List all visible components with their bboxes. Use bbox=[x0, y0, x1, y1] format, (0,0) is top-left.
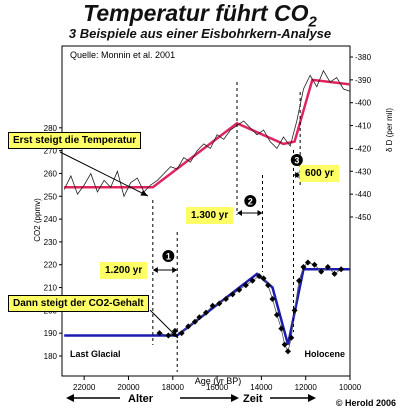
footer-label-zeit: Zeit bbox=[243, 393, 263, 405]
co2-data-point bbox=[311, 261, 318, 268]
co2-data-point bbox=[216, 300, 223, 307]
y-left-tick-label: 220 bbox=[44, 261, 58, 270]
period-label-last-glacial: Last Glacial bbox=[70, 349, 121, 359]
y-left-tick-label: 230 bbox=[44, 238, 58, 247]
x-tick-label: 10000 bbox=[339, 383, 362, 392]
y-left-tick-label: 210 bbox=[44, 284, 58, 293]
lag-arrow-3-head bbox=[295, 172, 301, 178]
co2-data-point bbox=[156, 330, 163, 337]
co2-data-point bbox=[300, 264, 307, 271]
lag-label-3: 600 yr bbox=[300, 165, 339, 182]
co2-data-point bbox=[296, 277, 303, 284]
x-tick-label: 22000 bbox=[73, 383, 96, 392]
callout-co2-follows: Dann steigt der CO2-Gehalt bbox=[8, 295, 149, 312]
lag-marker-number: 2 bbox=[248, 197, 253, 207]
co2-data-point bbox=[196, 314, 203, 321]
co2-data-point bbox=[265, 282, 272, 289]
period-label-holocene: Holocene bbox=[304, 349, 345, 359]
y-right-tick-label: -420 bbox=[355, 144, 372, 153]
y-left-tick-label: 260 bbox=[44, 169, 58, 178]
x-tick-label: 18000 bbox=[162, 383, 185, 392]
footer-label-alter: Alter bbox=[128, 393, 154, 405]
co2-data-point bbox=[269, 295, 276, 302]
y-right-tick-label: -380 bbox=[355, 53, 372, 62]
co2-data-point bbox=[260, 275, 267, 282]
co2-data-point bbox=[338, 266, 345, 273]
co2-data-point bbox=[318, 268, 325, 275]
footer-credit: © Herold 2006 bbox=[336, 398, 396, 408]
chart-subtitle: 3 Beispiele aus einer Eisbohrkern-Analys… bbox=[68, 26, 332, 41]
x-tick-label: 12000 bbox=[295, 383, 318, 392]
y-left-tick-label: 250 bbox=[44, 192, 58, 201]
lag-arrow-2-head bbox=[237, 210, 243, 216]
deuterium-trend-line bbox=[64, 78, 351, 189]
x-axis-label: Age (yr BP) bbox=[195, 376, 242, 386]
co2-data-point bbox=[281, 341, 288, 348]
lag-arrow-1-head bbox=[172, 267, 178, 273]
footer-arrowhead-mid bbox=[231, 394, 239, 402]
co2-data-point bbox=[209, 302, 216, 309]
co2-data-point bbox=[165, 332, 172, 339]
y-axis-left-label: CO2 (ppmv) bbox=[33, 198, 42, 242]
co2-data-point bbox=[288, 334, 295, 341]
co2-data-point bbox=[273, 311, 280, 318]
lag-marker bbox=[290, 154, 303, 166]
co2-data-point bbox=[256, 273, 263, 280]
co2-data-point bbox=[185, 323, 192, 330]
x-tick-label: 20000 bbox=[117, 383, 140, 392]
y-left-tick-label: 270 bbox=[44, 147, 58, 156]
y-left-tick-label: 280 bbox=[44, 124, 58, 133]
y-right-tick-label: -440 bbox=[355, 190, 372, 199]
y-right-tick-label: -400 bbox=[355, 99, 372, 108]
chart-title: Temperatur führt CO2 bbox=[83, 0, 317, 31]
co2-data-point bbox=[236, 286, 243, 293]
lag-marker-number: 3 bbox=[294, 156, 299, 166]
x-tick-label: 16000 bbox=[206, 383, 229, 392]
lag-marker bbox=[244, 195, 257, 207]
footer-arrowhead-right bbox=[308, 394, 316, 402]
source-note: Quelle: Monnin et al. 2001 bbox=[70, 50, 175, 60]
co2-data-point bbox=[242, 282, 249, 289]
lag-marker-number: 1 bbox=[166, 252, 171, 262]
y-left-tick-label: 180 bbox=[44, 352, 58, 361]
deuterium-record-line bbox=[63, 69, 351, 198]
y-left-tick-label: 240 bbox=[44, 215, 58, 224]
co2-data-point bbox=[331, 270, 338, 277]
co2-data-point bbox=[284, 348, 291, 355]
lag-label-2: 1.300 yr bbox=[186, 207, 234, 224]
callout-arrow-temperature bbox=[59, 151, 149, 197]
callout-temperature-first: Erst steigt die Temperatur bbox=[8, 132, 142, 149]
callout-arrow-co2-head bbox=[170, 330, 178, 338]
co2-data-point bbox=[278, 325, 285, 332]
lag-label-1: 1.200 yr bbox=[100, 262, 148, 279]
y-right-tick-label: -430 bbox=[355, 167, 372, 176]
co2-data-point bbox=[191, 318, 198, 325]
callout-arrow-temperature-head bbox=[140, 190, 148, 196]
y-right-tick-label: -450 bbox=[355, 213, 372, 222]
co2-data-point bbox=[304, 259, 311, 266]
co2-data-point bbox=[324, 264, 331, 271]
lag-arrow-2-head bbox=[257, 210, 263, 216]
co2-data-point bbox=[178, 330, 185, 337]
y-left-tick-label: 190 bbox=[44, 329, 58, 338]
y-axis-right-label: δ D (per mil) bbox=[385, 108, 394, 152]
co2-data-point bbox=[222, 295, 229, 302]
co2-data-point bbox=[203, 309, 209, 316]
footer-arrowhead-left bbox=[66, 394, 74, 402]
x-tick-label: 14000 bbox=[250, 383, 273, 392]
lag-arrow-1-head bbox=[152, 267, 158, 273]
lag-marker bbox=[162, 250, 175, 262]
y-right-tick-label: -390 bbox=[355, 76, 372, 85]
co2-data-point bbox=[249, 277, 256, 284]
co2-data-point bbox=[171, 327, 178, 334]
co2-data-point bbox=[229, 291, 236, 298]
y-right-tick-label: -410 bbox=[355, 122, 372, 131]
